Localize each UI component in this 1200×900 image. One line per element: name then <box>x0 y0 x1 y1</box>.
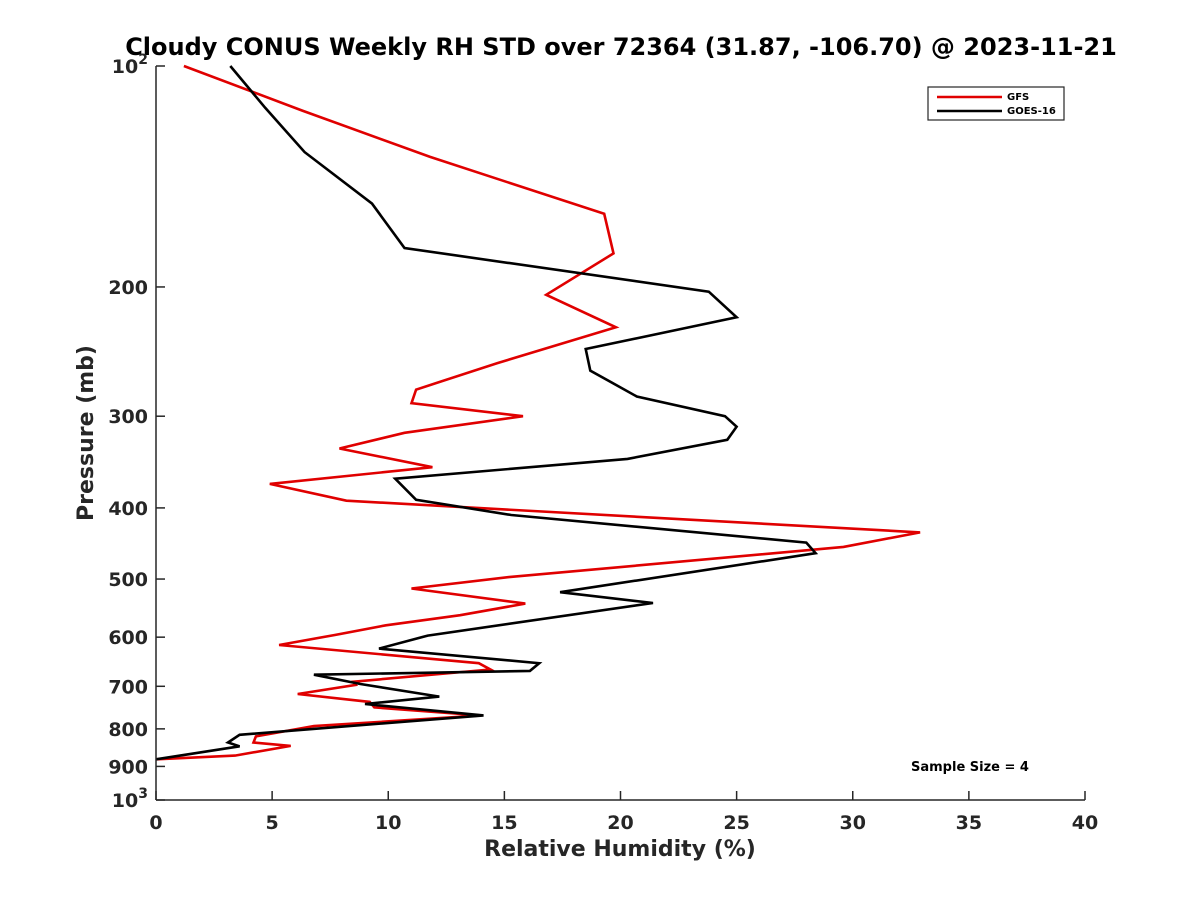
y-tick-exponent: 2 <box>138 52 148 68</box>
legend-label-goes16: GOES-16 <box>1007 106 1056 117</box>
y-axis-label: Pressure (mb) <box>74 345 99 521</box>
sample-size-annotation: Sample Size = 4 <box>911 760 1029 775</box>
x-tick-label: 10 <box>375 812 401 834</box>
x-ticks: 0 5 10 15 20 25 30 35 40 <box>149 791 1098 834</box>
y-tick-label: 700 <box>108 676 148 698</box>
y-tick-label: 200 <box>108 277 148 299</box>
y-tick-exponent: 3 <box>138 786 148 802</box>
y-tick-label: 102 <box>112 52 148 78</box>
x-tick-label: 0 <box>149 812 162 834</box>
y-tick-label: 500 <box>108 569 148 591</box>
series-layer <box>155 64 921 761</box>
chart-title: Cloudy CONUS Weekly RH STD over 72364 (3… <box>125 33 1117 61</box>
legend: GFS GOES-16 <box>927 86 1065 121</box>
x-tick-label: 20 <box>607 812 633 834</box>
y-tick-label: 600 <box>108 627 148 649</box>
y-tick-base: 10 <box>112 56 138 78</box>
series-line-gfs <box>155 64 921 761</box>
y-tick-label: 400 <box>108 498 148 520</box>
legend-label-gfs: GFS <box>1007 92 1029 103</box>
series-line-goes-16 <box>155 65 819 761</box>
x-tick-label: 35 <box>956 812 982 834</box>
y-tick-label: 800 <box>108 719 148 741</box>
y-tick-base: 10 <box>112 790 138 812</box>
plot-area: 0 5 10 15 20 25 30 35 40 10220030040050060070080… <box>108 52 1098 834</box>
x-tick-label: 30 <box>840 812 866 834</box>
x-axis-label: Relative Humidity (%) <box>484 837 756 862</box>
legend-box <box>927 86 1065 121</box>
y-tick-label: 900 <box>108 756 148 778</box>
y-tick-label: 300 <box>108 406 148 428</box>
x-tick-label: 15 <box>491 812 517 834</box>
x-tick-label: 25 <box>723 812 749 834</box>
x-tick-label: 40 <box>1072 812 1098 834</box>
y-tick-label: 103 <box>112 786 148 812</box>
x-tick-label: 5 <box>266 812 279 834</box>
